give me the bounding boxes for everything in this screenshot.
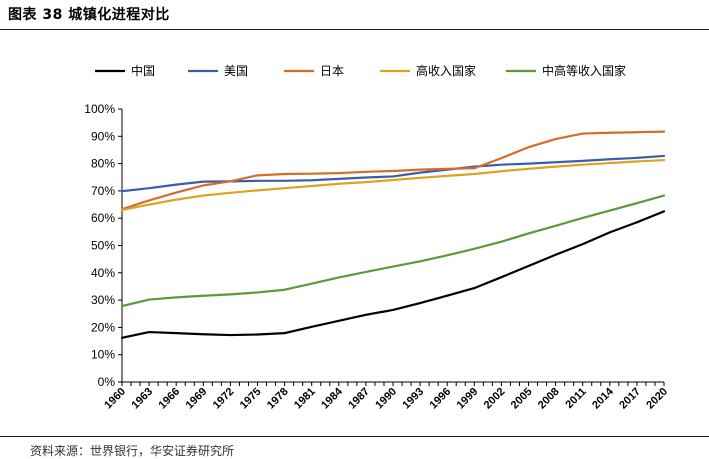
series-line-2 bbox=[120, 130, 666, 211]
source-note: 资料来源：世界银行，华安证券研究所 bbox=[30, 444, 235, 458]
series-line-4 bbox=[120, 194, 666, 308]
series-line-1 bbox=[120, 154, 666, 193]
y-tick-label: 90% bbox=[91, 129, 115, 143]
series-line-0 bbox=[120, 210, 666, 339]
x-tick-label: 1975 bbox=[238, 386, 264, 412]
y-tick-label: 40% bbox=[91, 266, 115, 280]
series-line-3 bbox=[120, 158, 666, 212]
x-tick-label: 1984 bbox=[319, 385, 345, 411]
x-tick-label: 1981 bbox=[292, 386, 318, 412]
bottom-rule bbox=[0, 436, 709, 437]
x-tick-label: 2008 bbox=[536, 386, 562, 412]
y-tick-label: 10% bbox=[91, 348, 115, 362]
y-tick-label: 30% bbox=[91, 293, 115, 307]
legend-label-3: 高收入国家 bbox=[416, 63, 476, 78]
y-tick-label: 60% bbox=[91, 211, 115, 225]
figure-title: 图表 38 城镇化进程对比 bbox=[8, 7, 170, 23]
legend-label-0: 中国 bbox=[131, 63, 155, 78]
top-rule bbox=[0, 29, 709, 30]
x-tick-label: 2017 bbox=[617, 386, 643, 412]
axes: 0%10%20%30%40%50%60%70%80%90%100%1960 196… bbox=[84, 102, 670, 411]
x-tick-label: 2002 bbox=[482, 386, 508, 412]
y-tick-label: 20% bbox=[91, 320, 115, 334]
x-tick-label: 1990 bbox=[373, 386, 399, 412]
x-tick-label: 1999 bbox=[455, 386, 481, 412]
x-tick-label: 2020 bbox=[644, 386, 670, 412]
x-tick-label: 1972 bbox=[211, 386, 237, 412]
legend: 中国 美国 日本 高收入国家 中高等收入国家 bbox=[95, 63, 626, 78]
x-tick-label: 1978 bbox=[265, 386, 291, 412]
x-tick-label: 1960 bbox=[102, 386, 128, 412]
x-tick-label: 1969 bbox=[184, 386, 210, 412]
y-tick-label: 100% bbox=[84, 102, 115, 116]
x-tick-label: 1966 bbox=[157, 386, 183, 412]
x-tick-label: 1963 bbox=[129, 386, 155, 412]
x-tick-label: 2011 bbox=[563, 386, 588, 411]
y-tick-label: 80% bbox=[91, 157, 115, 171]
x-tick-label: 2014 bbox=[590, 385, 616, 411]
x-tick-label: 1996 bbox=[428, 386, 454, 412]
y-tick-label: 70% bbox=[91, 184, 115, 198]
legend-label-2: 日本 bbox=[320, 64, 344, 78]
x-tick-label: 2005 bbox=[509, 386, 535, 412]
legend-label-1: 美国 bbox=[224, 64, 248, 78]
y-tick-label: 0% bbox=[98, 375, 116, 389]
series-layer bbox=[120, 130, 666, 339]
x-tick-label: 1987 bbox=[346, 386, 372, 412]
x-tick-label: 1993 bbox=[400, 386, 426, 412]
legend-label-4: 中高等收入国家 bbox=[542, 63, 626, 78]
y-tick-label: 50% bbox=[91, 239, 115, 253]
